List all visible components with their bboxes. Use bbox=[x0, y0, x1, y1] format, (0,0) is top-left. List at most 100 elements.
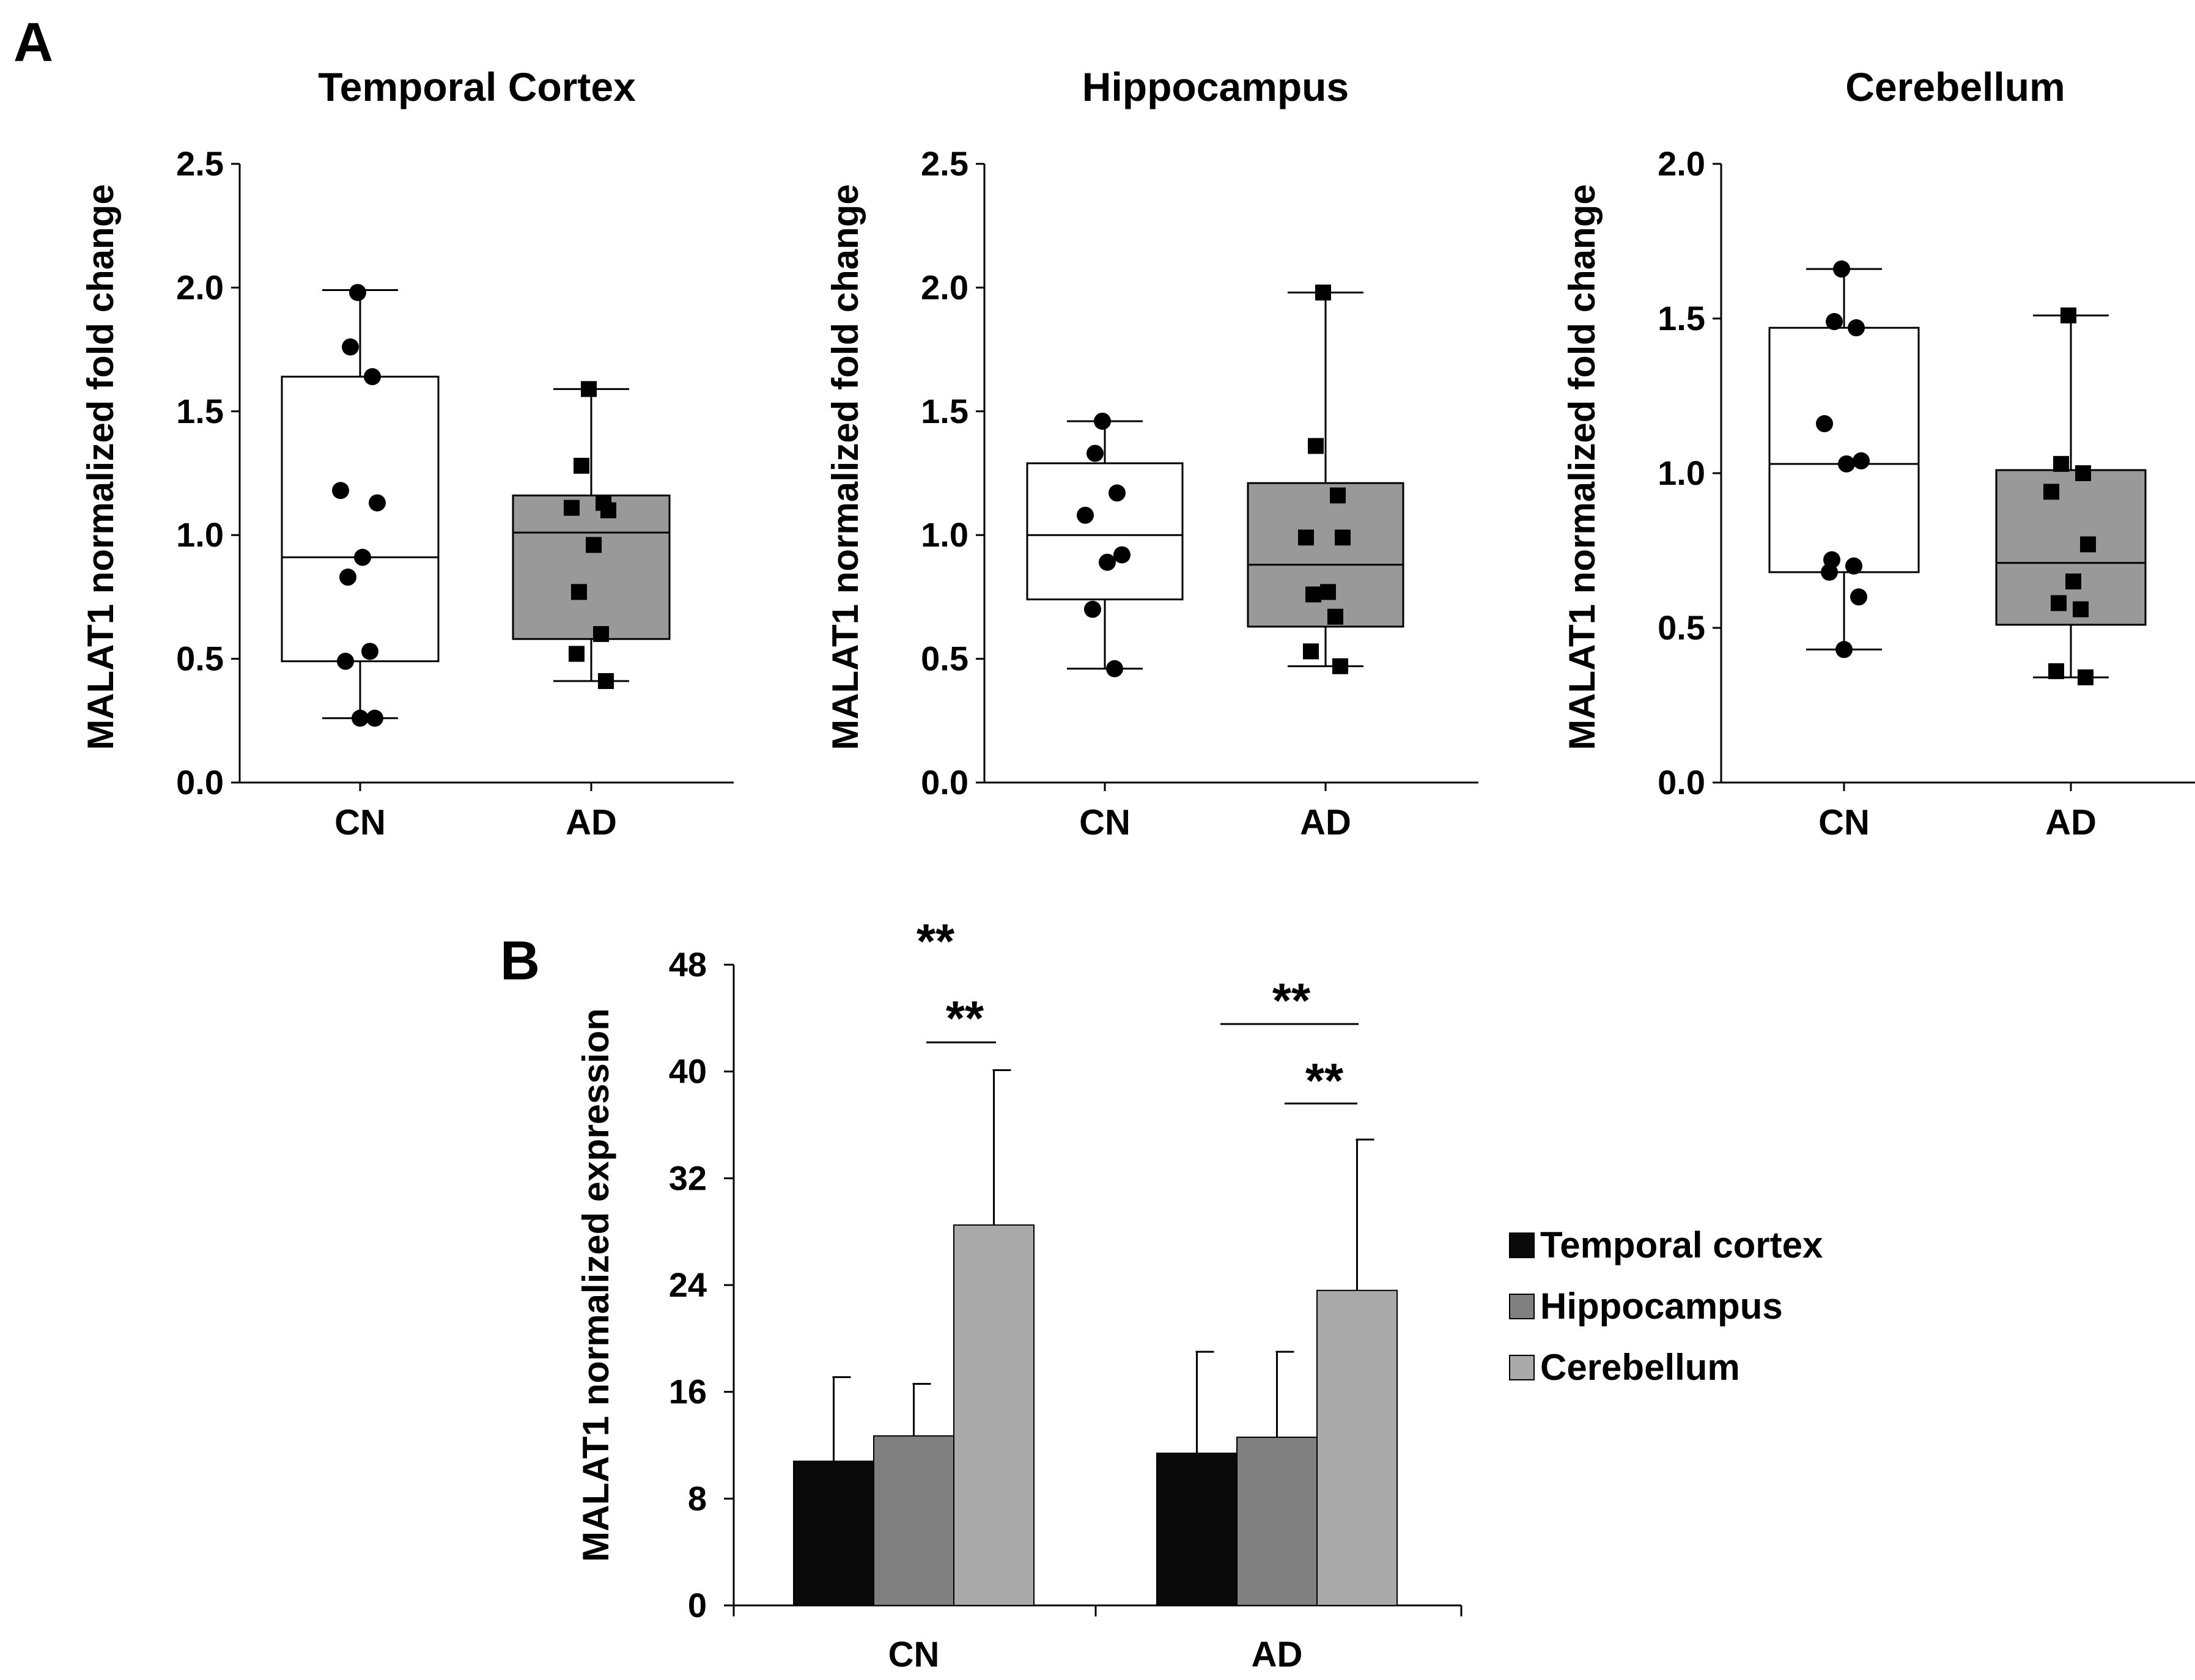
y-tick-label: 2.5 bbox=[176, 144, 224, 183]
y-tick-label: 1.5 bbox=[176, 392, 224, 430]
data-point bbox=[1838, 455, 1855, 473]
panel-label-b: B bbox=[500, 930, 540, 992]
data-point bbox=[586, 537, 602, 553]
data-point bbox=[1099, 553, 1116, 571]
y-tick-label: 2.0 bbox=[176, 268, 224, 306]
data-point bbox=[369, 494, 386, 512]
data-point bbox=[1853, 452, 1870, 470]
data-point bbox=[1308, 438, 1324, 454]
chart-title: Hippocampus bbox=[1082, 64, 1349, 109]
y-tick-label: 24 bbox=[669, 1266, 707, 1304]
data-point bbox=[2078, 669, 2094, 685]
bar-chart-panel: Temporal cortex Hippocampus Cerebellum M… bbox=[575, 914, 1823, 1674]
x-category-label: CN bbox=[888, 1635, 940, 1674]
x-category-label: AD bbox=[1300, 803, 1351, 842]
legend-swatch-cerebellum bbox=[1509, 1355, 1535, 1380]
chart-title: Cerebellum bbox=[1845, 64, 2065, 109]
data-point bbox=[2073, 601, 2089, 617]
x-category-label: AD bbox=[1252, 1635, 1303, 1674]
data-point bbox=[1315, 284, 1331, 301]
data-point bbox=[352, 709, 369, 727]
x-category-label: CN bbox=[334, 803, 386, 842]
data-point bbox=[337, 652, 354, 670]
data-point bbox=[2075, 465, 2091, 481]
data-point bbox=[1113, 546, 1131, 564]
box-iqr bbox=[512, 494, 671, 640]
data-point bbox=[1106, 660, 1123, 677]
data-point bbox=[342, 338, 359, 356]
data-point bbox=[339, 569, 356, 586]
data-point bbox=[1850, 588, 1867, 606]
y-axis-label: MALAT1 normalized fold change bbox=[825, 184, 866, 750]
data-point bbox=[1084, 600, 1101, 618]
y-axis-label: MALAT1 normalized fold change bbox=[1562, 184, 1603, 750]
y-tick-label: 1.0 bbox=[176, 515, 224, 554]
box-iqr bbox=[1026, 462, 1184, 600]
y-tick-label: 1.5 bbox=[1658, 299, 1705, 337]
y-axis-label: MALAT1 normalized fold change bbox=[80, 184, 121, 750]
data-point bbox=[1305, 586, 1321, 603]
data-point bbox=[1330, 487, 1346, 504]
significance-annotations: ** ** ** ** bbox=[917, 914, 1359, 1108]
data-point bbox=[2051, 595, 2067, 611]
data-point bbox=[2053, 455, 2069, 472]
y-tick-label: 32 bbox=[669, 1159, 707, 1197]
box-iqr bbox=[1247, 482, 1404, 628]
y-tick-label: 0.5 bbox=[921, 639, 968, 678]
box-iqr bbox=[1995, 469, 2147, 626]
legend-swatch-hippocampus bbox=[1509, 1294, 1535, 1319]
y-tick-label: 0.5 bbox=[1658, 608, 1705, 647]
data-point bbox=[600, 502, 616, 518]
box-plot-panels: Temporal Cortex MALAT1 normalized fold ch… bbox=[80, 64, 2195, 842]
data-point bbox=[332, 482, 349, 499]
data-point bbox=[1298, 529, 1314, 546]
data-point bbox=[2043, 484, 2059, 500]
data-point bbox=[1821, 563, 1838, 581]
data-point bbox=[574, 457, 589, 474]
data-point bbox=[2048, 663, 2064, 679]
y-tick-label: 1.0 bbox=[1658, 454, 1705, 492]
data-point bbox=[361, 643, 378, 660]
legend-swatch-temporal-cortex bbox=[1509, 1232, 1535, 1258]
data-point bbox=[569, 646, 585, 662]
data-point bbox=[1848, 319, 1865, 337]
data-point bbox=[1086, 444, 1104, 462]
data-point bbox=[1826, 313, 1843, 331]
significance-star: ** bbox=[1305, 1053, 1344, 1108]
data-point bbox=[1816, 415, 1833, 433]
significance-star: ** bbox=[917, 914, 955, 968]
data-point bbox=[349, 284, 366, 301]
bar-hippocampus bbox=[1236, 1436, 1318, 1606]
x-category-label: AD bbox=[566, 803, 617, 842]
significance-star: ** bbox=[1272, 973, 1311, 1028]
box-group-ad: AD bbox=[1995, 307, 2147, 842]
bar-hippocampus bbox=[873, 1435, 954, 1606]
bar-temporal-cortex bbox=[1156, 1453, 1238, 1607]
y-tick-label: 0 bbox=[688, 1586, 707, 1624]
box-group-ad: AD bbox=[512, 381, 671, 842]
box-group-cn: CN bbox=[1768, 260, 1920, 842]
data-point bbox=[1835, 641, 1853, 658]
box-group-cn: CN bbox=[1026, 412, 1184, 842]
data-point bbox=[2060, 307, 2076, 323]
chart-title: Temporal Cortex bbox=[318, 64, 636, 109]
legend-label-temporal-cortex: Temporal cortex bbox=[1540, 1225, 1823, 1266]
y-tick-label: 48 bbox=[669, 945, 707, 984]
data-point bbox=[1327, 608, 1343, 625]
data-point bbox=[1332, 658, 1348, 674]
data-point bbox=[571, 584, 587, 600]
y-tick-label: 1.0 bbox=[921, 515, 968, 554]
data-point bbox=[593, 626, 609, 643]
data-point bbox=[1094, 412, 1111, 430]
y-tick-label: 0.0 bbox=[1658, 763, 1705, 801]
data-point bbox=[1845, 557, 1862, 575]
data-point bbox=[1320, 584, 1336, 600]
box-iqr bbox=[1768, 326, 1920, 573]
y-tick-label: 2.5 bbox=[921, 144, 968, 183]
box-plot-hippocampus: Hippocampus MALAT1 normalized fold change… bbox=[825, 64, 1478, 842]
significance-star: ** bbox=[946, 991, 984, 1045]
data-point bbox=[354, 548, 371, 566]
data-point bbox=[1833, 260, 1850, 278]
data-point bbox=[1335, 529, 1351, 546]
bar-temporal-cortex bbox=[793, 1461, 874, 1606]
